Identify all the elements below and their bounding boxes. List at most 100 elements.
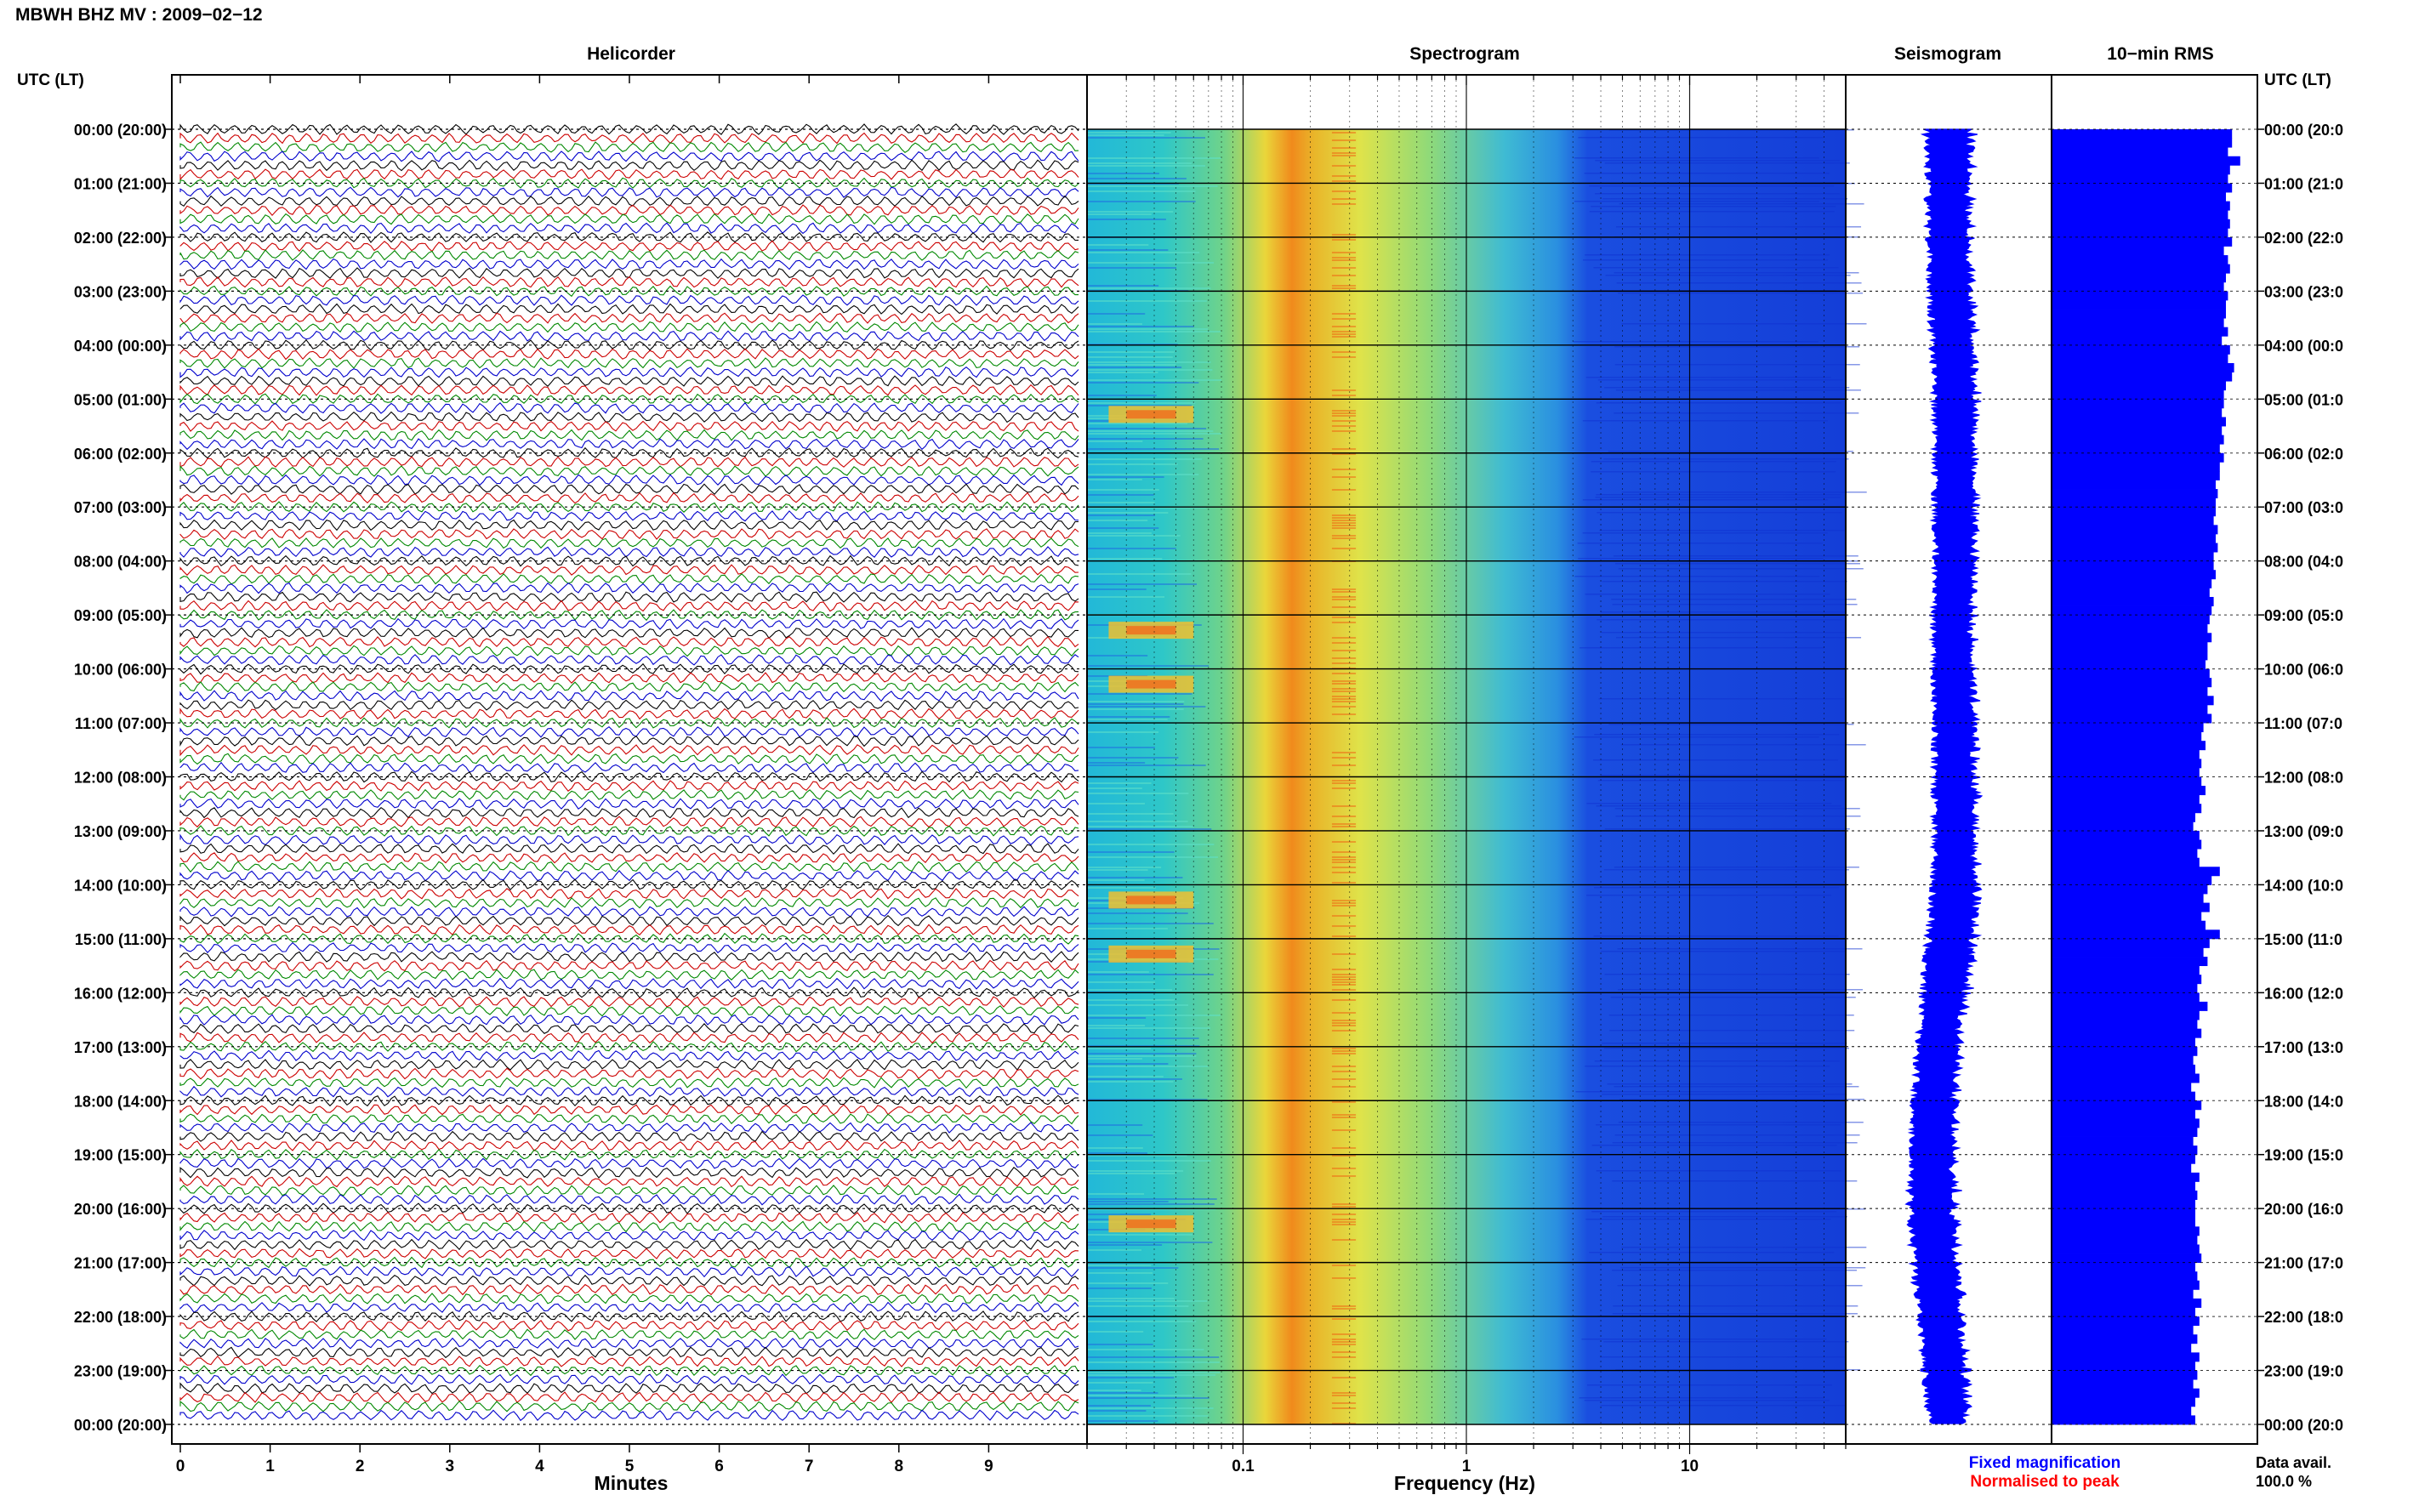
rms-bar: [2052, 605, 2212, 616]
rms-bar: [2052, 741, 2206, 751]
spectrogram-stripe: [1331, 823, 1357, 825]
panel-title-helicorder: Helicorder: [587, 44, 675, 64]
spectrogram-stripe: [1331, 637, 1357, 639]
spectrogram-stripe: [1597, 379, 1843, 381]
spectrogram-stripe: [1087, 1015, 1221, 1016]
helicorder-trace-row: [179, 725, 1079, 738]
spectrogram-stripe: [1614, 346, 1860, 348]
spectrogram-stripe: [1331, 691, 1357, 692]
spectrogram-stripe: [1596, 402, 1841, 404]
helicorder-tick-label: 7: [805, 1458, 814, 1475]
spectrogram-stripe: [1331, 1277, 1357, 1279]
spectrogram-stripe: [1331, 425, 1357, 427]
rms-bar: [2052, 668, 2210, 679]
helicorder-trace-row: [179, 1077, 1079, 1089]
spectrogram-stripe: [1331, 1219, 1357, 1220]
spectrogram-stripe: [1087, 1374, 1216, 1376]
spectrogram-stripe: [1600, 1405, 1846, 1407]
spectrogram-stripe: [1087, 1392, 1158, 1394]
spectrogram-grid: [1086, 75, 1847, 1444]
spectrogram-stripe: [1087, 1037, 1199, 1039]
spectrogram-stripe: [1087, 395, 1157, 396]
rms-bar: [2052, 507, 2216, 517]
spectrogram-stripe: [1087, 1155, 1187, 1157]
time-label-right: 23:00 (19:0: [2264, 1363, 2343, 1380]
time-label-right: 16:00 (12:0: [2264, 985, 2343, 1002]
spectrogram-stripe: [1602, 1216, 1847, 1218]
rms-bar: [2052, 1307, 2195, 1317]
helicorder-trace-row: [179, 338, 1079, 351]
rms-bar: [2052, 1235, 2198, 1245]
rms-bar: [2052, 660, 2206, 669]
spectrogram-stripe: [1087, 367, 1182, 368]
rms-bar: [2052, 192, 2226, 202]
spectrogram-stripe: [1087, 507, 1207, 509]
helicorder-trace-row: [179, 951, 1079, 963]
spectrogram-stripe: [1583, 259, 1829, 261]
helicorder-tick-label: 4: [535, 1458, 544, 1475]
time-label-right: 03:00 (23:0: [2264, 283, 2343, 300]
spectrogram-stripe: [1595, 497, 1841, 498]
helicorder-trace-row: [179, 996, 1079, 1008]
helicorder-trace-row: [179, 1319, 1079, 1332]
helicorder-trace-row: [179, 492, 1079, 504]
spectrogram-stripe: [1087, 1272, 1153, 1274]
helicorder-trace-row: [179, 1032, 1079, 1044]
spectrogram-stripe: [1602, 1094, 1847, 1095]
spectrogram-stripe: [1087, 989, 1172, 991]
helicorder-trace-row: [179, 816, 1079, 828]
rms-bar: [2052, 1253, 2202, 1264]
helicorder-trace-row: [179, 1400, 1079, 1413]
rms-bar: [2052, 417, 2226, 427]
spectrogram-stripe: [1087, 828, 1212, 830]
spectrogram-stripe: [1331, 782, 1357, 784]
helicorder-trace-row: [179, 806, 1079, 819]
spectrogram-stripe: [1331, 935, 1357, 937]
spectrogram-stripe: [1331, 453, 1357, 455]
helicorder-trace-row: [179, 1175, 1079, 1188]
helicorder-trace-row: [179, 1157, 1079, 1170]
spectrogram-stripe: [1331, 389, 1357, 391]
helicorder-trace-row: [179, 645, 1079, 657]
helicorder-trace-row: [179, 941, 1079, 954]
spectrogram-stripe: [1087, 479, 1142, 480]
rms-bar: [2052, 713, 2212, 724]
spectrogram-stripe: [1331, 841, 1357, 843]
spectrogram-stripe: [1087, 300, 1207, 302]
time-label-left: 10:00 (06:00): [74, 662, 167, 679]
helicorder-trace-row: [179, 591, 1079, 603]
helicorder-trace-row: [179, 285, 1079, 298]
rms-bar: [2052, 1226, 2200, 1236]
spectrogram-burst: [1126, 949, 1176, 958]
rms-bar: [2052, 183, 2233, 193]
spectrogram-stripe: [1087, 438, 1204, 440]
helicorder-trace-row: [179, 123, 1079, 135]
spectrogram-stripe: [1087, 382, 1199, 384]
spectrogram-stripe: [1087, 428, 1207, 429]
helicorder-trace-row: [179, 977, 1079, 990]
helicorder-trace-row: [179, 1004, 1079, 1017]
rms-bar: [2052, 1289, 2194, 1299]
helicorder-tick-label: 5: [625, 1458, 635, 1475]
spectrogram-stripe: [1087, 719, 1168, 720]
spectrogram-stripe: [1331, 234, 1357, 236]
spectrogram-stripe: [1331, 757, 1357, 759]
spectrogram-stripe: [1331, 1356, 1357, 1358]
helicorder-trace-row: [179, 384, 1079, 396]
time-label-left: 08:00 (04:00): [74, 554, 167, 571]
rms-bar: [2052, 965, 2200, 975]
helicorder-trace-row: [179, 330, 1079, 342]
spectrogram-stripe: [1331, 1305, 1357, 1307]
spectrogram-stripe: [1087, 1390, 1141, 1391]
spectrogram-stripe: [1597, 780, 1843, 782]
spectrogram-stripe: [1578, 137, 1824, 139]
rms-bar: [2052, 830, 2200, 840]
helicorder-trace-row: [179, 375, 1079, 387]
spectrogram-stripe: [1087, 856, 1218, 858]
spectrogram-stripe: [1614, 412, 1859, 414]
spectrogram-stripe: [1087, 178, 1187, 179]
spectrogram-stripe: [1087, 402, 1196, 404]
spectrogram-stripe: [1087, 928, 1168, 929]
helicorder-trace-row: [179, 1265, 1079, 1278]
spectrogram-stripe: [1582, 420, 1828, 422]
